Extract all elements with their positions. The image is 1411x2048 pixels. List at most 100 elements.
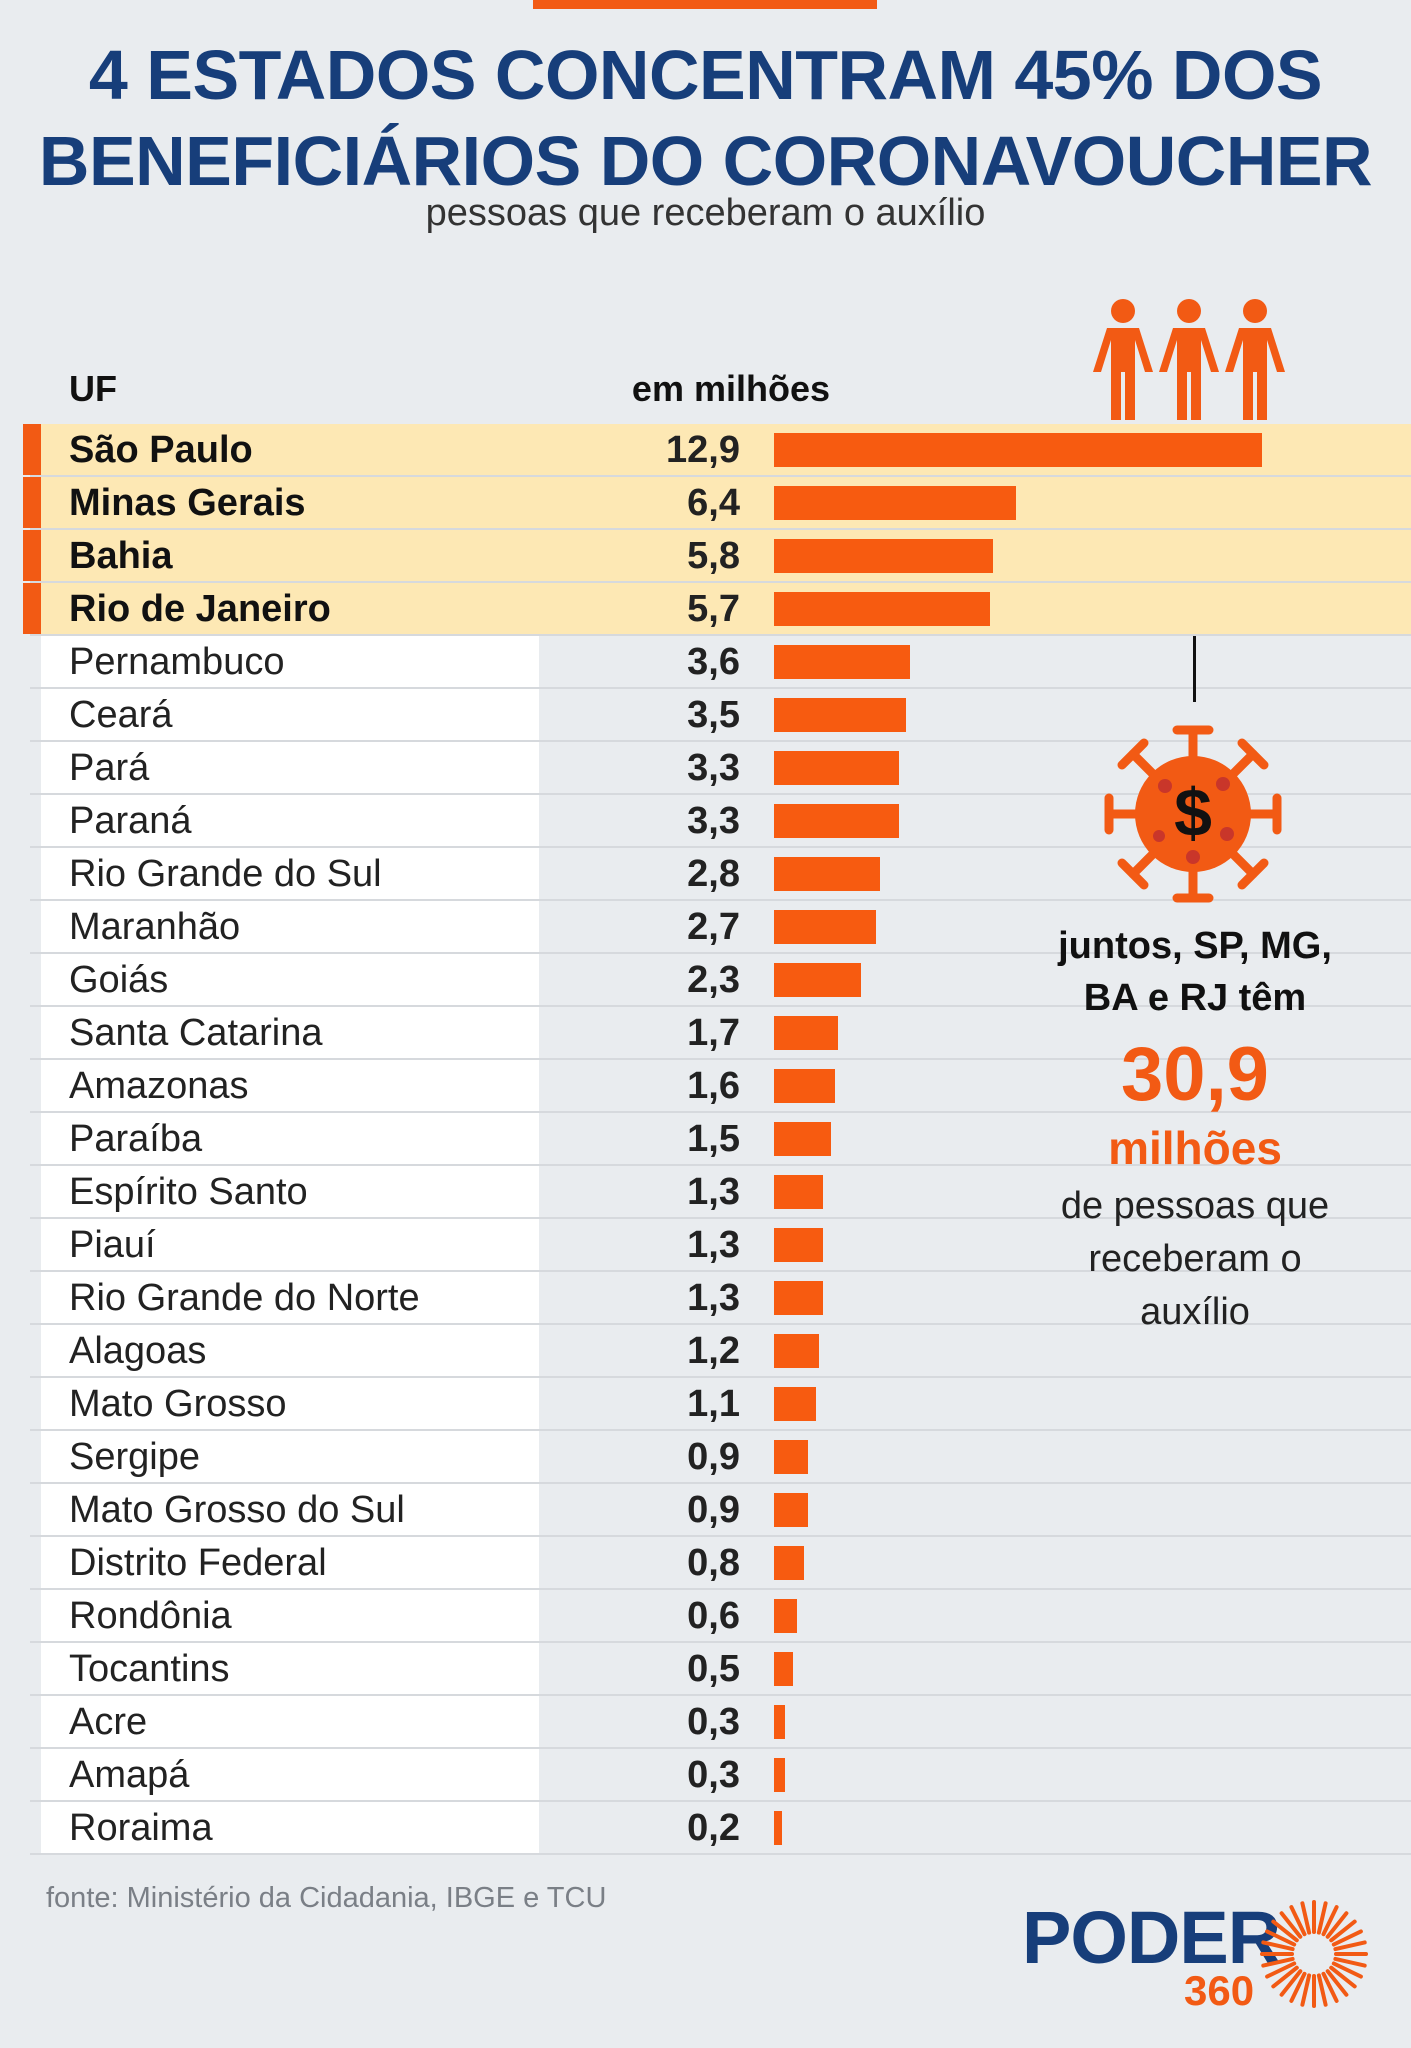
- svg-text:$: $: [1174, 775, 1212, 851]
- bar: [774, 1705, 785, 1739]
- column-header-value: em milhões: [631, 368, 830, 409]
- sun-ray: [1271, 1919, 1299, 1943]
- value-label: 1,7: [687, 1012, 740, 1054]
- poder360-logo: PODER 360: [1022, 1896, 1392, 2016]
- highlight-marker: [23, 477, 41, 528]
- state-label: Bahia: [69, 535, 173, 577]
- row-divider: [30, 1005, 1411, 1007]
- value-label: 0,9: [687, 1489, 740, 1531]
- callout-unit: milhões: [1108, 1122, 1282, 1174]
- state-label: Amazonas: [69, 1065, 249, 1107]
- sun-ray: [1271, 1965, 1299, 1989]
- virus-dollar-icon: $: [1104, 725, 1282, 903]
- callout-desc-3: auxílio: [1140, 1291, 1250, 1333]
- value-label: 0,3: [687, 1701, 740, 1743]
- row-label-bg: [41, 689, 539, 740]
- state-label: Pernambuco: [69, 641, 285, 683]
- row-label-bg: [41, 1749, 539, 1800]
- bar: [774, 486, 1016, 520]
- value-label: 0,9: [687, 1436, 740, 1478]
- row-divider: [30, 899, 1411, 901]
- highlight-marker: [23, 530, 41, 581]
- row-divider: [30, 1111, 1411, 1113]
- bar: [774, 1016, 838, 1050]
- value-label: 3,5: [687, 694, 740, 736]
- callout-description: de pessoas que receberam o auxílio: [1000, 1180, 1390, 1339]
- row-divider: [30, 1164, 1411, 1166]
- row-divider: [30, 740, 1411, 742]
- page-title: 4 ESTADOS CONCENTRAM 45% DOS BENEFICIÁRI…: [0, 32, 1411, 204]
- row-label-bg: [41, 1802, 539, 1853]
- state-label: Rio de Janeiro: [69, 588, 331, 630]
- row-label-bg: [41, 1484, 539, 1535]
- row-divider: [30, 634, 1411, 636]
- row-divider: [30, 1482, 1411, 1484]
- people-icon: [1093, 299, 1285, 420]
- state-label: Paraíba: [69, 1118, 203, 1160]
- row-label-bg: [41, 954, 539, 1005]
- sun-logo-icon: [1260, 1900, 1368, 2008]
- state-label: Distrito Federal: [69, 1542, 327, 1584]
- state-label: Amapá: [69, 1754, 190, 1796]
- sun-ray: [1279, 1969, 1303, 1997]
- value-label: 0,5: [687, 1648, 740, 1690]
- sun-ray: [1300, 1901, 1312, 1935]
- state-label: Piauí: [69, 1224, 156, 1266]
- bar: [774, 963, 861, 997]
- value-label: 1,3: [687, 1171, 740, 1213]
- row-label-bg: [41, 1325, 539, 1376]
- row-divider: [30, 687, 1411, 689]
- highlight-row: [30, 530, 1411, 581]
- callout-line-2: BA e RJ têm: [1083, 977, 1307, 1019]
- row-divider: [30, 1641, 1411, 1643]
- value-label: 12,9: [666, 429, 740, 471]
- row-label-bg: [41, 848, 539, 899]
- row-divider: [30, 793, 1411, 795]
- highlight-row: [30, 477, 1411, 528]
- value-label: 5,8: [687, 535, 740, 577]
- state-label: Roraima: [69, 1807, 213, 1849]
- state-label: Santa Catarina: [69, 1012, 323, 1054]
- state-label: Minas Gerais: [69, 482, 306, 524]
- title-line-2: BENEFICIÁRIOS DO CORONAVOUCHER: [38, 122, 1373, 200]
- state-label: Acre: [69, 1701, 148, 1743]
- logo-number: 360: [1184, 1967, 1255, 2014]
- value-label: 0,3: [687, 1754, 740, 1796]
- row-divider: [30, 1800, 1411, 1802]
- logo-word: PODER: [1022, 1896, 1281, 1979]
- row-divider: [30, 1694, 1411, 1696]
- row-label-bg: [41, 1113, 539, 1164]
- bar: [774, 804, 899, 838]
- row-divider: [30, 1853, 1411, 1855]
- row-divider: [30, 1429, 1411, 1431]
- row-label-bg: [41, 1643, 539, 1694]
- bar: [774, 1652, 793, 1686]
- bar: [774, 1546, 804, 1580]
- row-divider: [30, 1058, 1411, 1060]
- row-divider: [30, 1588, 1411, 1590]
- bar: [774, 1758, 785, 1792]
- state-label: Alagoas: [69, 1330, 207, 1372]
- row-label-bg: [41, 1060, 539, 1111]
- callout-desc-1: de pessoas que: [1060, 1185, 1330, 1227]
- row-divider: [30, 1535, 1411, 1537]
- value-label: 3,6: [687, 641, 740, 683]
- value-label: 2,8: [687, 853, 740, 895]
- bar: [774, 1440, 808, 1474]
- sun-ray: [1316, 1973, 1328, 2007]
- sun-ray: [1333, 1940, 1367, 1952]
- sun-ray: [1300, 1973, 1312, 2007]
- value-label: 6,4: [687, 482, 740, 524]
- bar: [774, 1599, 797, 1633]
- state-label: Maranhão: [69, 906, 241, 948]
- source-note: fonte: Ministério da Cidadania, IBGE e T…: [46, 1882, 607, 1914]
- value-label: 2,7: [687, 906, 740, 948]
- row-label-bg: [41, 1219, 539, 1270]
- bar: [774, 1493, 808, 1527]
- title-line-1: 4 ESTADOS CONCENTRAM 45% DOS: [88, 36, 1323, 114]
- value-label: 5,7: [687, 588, 740, 630]
- row-divider: [30, 1376, 1411, 1378]
- callout-desc-2: receberam o: [1088, 1238, 1302, 1280]
- value-label: 1,2: [687, 1330, 740, 1372]
